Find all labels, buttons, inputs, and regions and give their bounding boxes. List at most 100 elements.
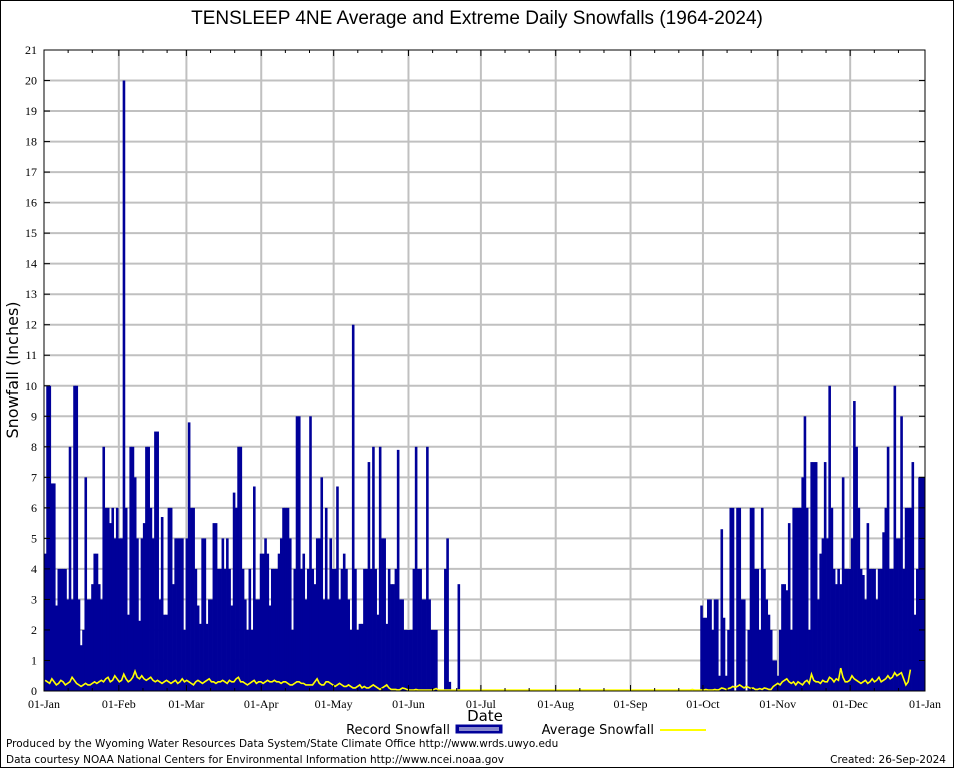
x-tick-label: 01-Jul	[466, 697, 497, 711]
record-bar	[853, 401, 856, 691]
record-bar	[390, 584, 393, 691]
record-bar	[365, 568, 368, 691]
record-bar	[228, 568, 231, 691]
record-bar	[839, 584, 843, 691]
y-tick-label: 14	[25, 257, 37, 271]
record-bar	[421, 599, 425, 691]
record-bar	[349, 629, 353, 691]
record-bar	[91, 584, 94, 691]
record-bar	[241, 568, 245, 691]
record-bar	[799, 507, 802, 691]
record-bar	[131, 446, 135, 691]
record-bar	[169, 507, 173, 691]
record-bar	[315, 538, 319, 691]
record-bar	[73, 385, 76, 691]
record-bar	[284, 507, 288, 691]
record-bar	[751, 507, 755, 691]
x-tick-label: 01-Feb	[102, 697, 136, 711]
record-bar	[405, 629, 409, 691]
record-bar	[873, 568, 876, 691]
y-tick-label: 19	[25, 104, 37, 118]
record-bar	[410, 629, 413, 691]
record-bar	[850, 538, 854, 691]
record-bar	[754, 568, 757, 691]
record-bar	[70, 599, 74, 691]
record-bar	[808, 629, 811, 691]
record-bar	[320, 477, 324, 691]
record-bar	[796, 507, 800, 691]
record-bar	[432, 629, 436, 691]
record-bar	[52, 483, 56, 691]
record-bar	[855, 446, 858, 691]
record-bar	[351, 324, 355, 691]
record-bar	[311, 568, 315, 691]
record-bar	[444, 568, 447, 691]
record-bar	[151, 538, 155, 691]
record-bar	[120, 538, 124, 691]
record-bar	[347, 599, 351, 691]
record-bar	[345, 568, 348, 691]
record-bar	[864, 599, 867, 691]
record-bar	[57, 568, 61, 691]
record-bar	[318, 538, 321, 691]
y-tick-label: 15	[25, 226, 37, 240]
record-bar	[805, 507, 809, 691]
record-bar	[158, 599, 162, 691]
record-bar	[756, 568, 760, 691]
record-bar	[898, 538, 901, 691]
record-bar	[61, 568, 65, 691]
record-bar	[792, 507, 795, 691]
record-bar	[203, 538, 207, 691]
record-bar	[895, 538, 899, 691]
record-bar	[704, 617, 708, 691]
record-bar	[262, 553, 265, 691]
record-bar	[201, 538, 204, 691]
record-bar	[122, 80, 126, 692]
record-bar	[907, 507, 910, 691]
x-axis-label: Date	[467, 707, 503, 725]
record-bar	[230, 605, 234, 691]
x-tick-label: 01-Aug	[537, 697, 574, 711]
record-bar	[787, 523, 791, 691]
footer-produced-by: Produced by the Wyoming Water Resources …	[6, 738, 559, 750]
record-bar	[790, 629, 793, 691]
record-bar	[288, 538, 292, 691]
record-bar	[286, 507, 290, 691]
record-bar	[886, 446, 890, 691]
record-bar	[922, 477, 926, 691]
record-bar	[300, 568, 303, 691]
record-bar	[279, 538, 283, 691]
record-bar	[891, 568, 894, 691]
record-bar	[715, 599, 719, 691]
record-bar	[435, 629, 438, 691]
record-bar	[118, 538, 121, 691]
record-bar	[412, 568, 416, 691]
record-bar	[916, 568, 919, 691]
record-bar	[109, 523, 112, 691]
record-bar	[403, 629, 407, 691]
record-bar	[127, 614, 130, 691]
record-bar	[724, 675, 728, 691]
record-bar	[803, 416, 807, 691]
footer-created-date: Created: 26-Sep-2024	[830, 754, 946, 766]
record-bar	[181, 538, 184, 691]
record-bar	[727, 629, 730, 691]
record-bar	[97, 584, 101, 691]
record-bar	[781, 584, 784, 691]
record-bar	[378, 446, 382, 691]
record-bar	[264, 538, 267, 691]
record-bar	[282, 507, 285, 691]
record-bar	[239, 446, 243, 691]
record-bar	[763, 568, 766, 691]
record-bar	[111, 507, 115, 691]
record-bar	[394, 568, 398, 691]
record-bar	[430, 629, 434, 691]
record-bar	[722, 617, 726, 691]
record-bar	[163, 614, 166, 691]
record-bar	[419, 568, 422, 691]
record-bar	[767, 614, 771, 691]
record-bar	[82, 629, 85, 691]
record-bar	[167, 507, 171, 691]
record-bar	[882, 532, 885, 691]
record-bar	[77, 599, 81, 691]
